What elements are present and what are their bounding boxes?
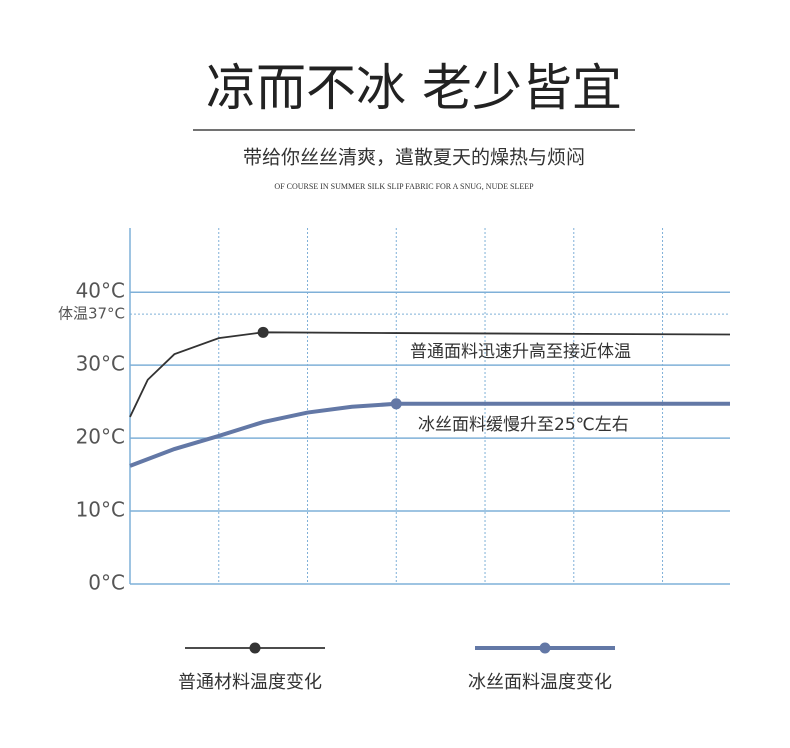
series-line [129,331,731,418]
y-tick-label: 0°C [88,571,125,595]
y-tick-label: 40°C [76,279,125,303]
annotation: 普通面料迅速升高至接近体温 [410,342,631,362]
y-tick-label: 20°C [76,425,125,449]
annotation: 冰丝面料缓慢升至25℃左右 [418,414,629,435]
legend-marker [539,642,551,654]
legend-label: 普通材料温度变化 [178,672,322,693]
point-marker [257,326,269,338]
subtitle: 带给你丝丝清爽，遣散夏天的燥热与烦闷 [243,147,585,169]
legend-label: 冰丝面料温度变化 [468,672,612,693]
caption: OF COURSE IN SUMMER SILK SLIP FABRIC FOR… [274,182,534,191]
legend-marker [249,642,261,654]
series-line [129,401,730,468]
y-tick-label: 体温37°C [58,305,125,323]
chart-title: 凉而不冰 老少皆宜 [206,59,622,117]
y-tick-label: 10°C [76,498,125,522]
y-tick-label: 30°C [76,352,125,376]
point-marker [390,398,402,410]
